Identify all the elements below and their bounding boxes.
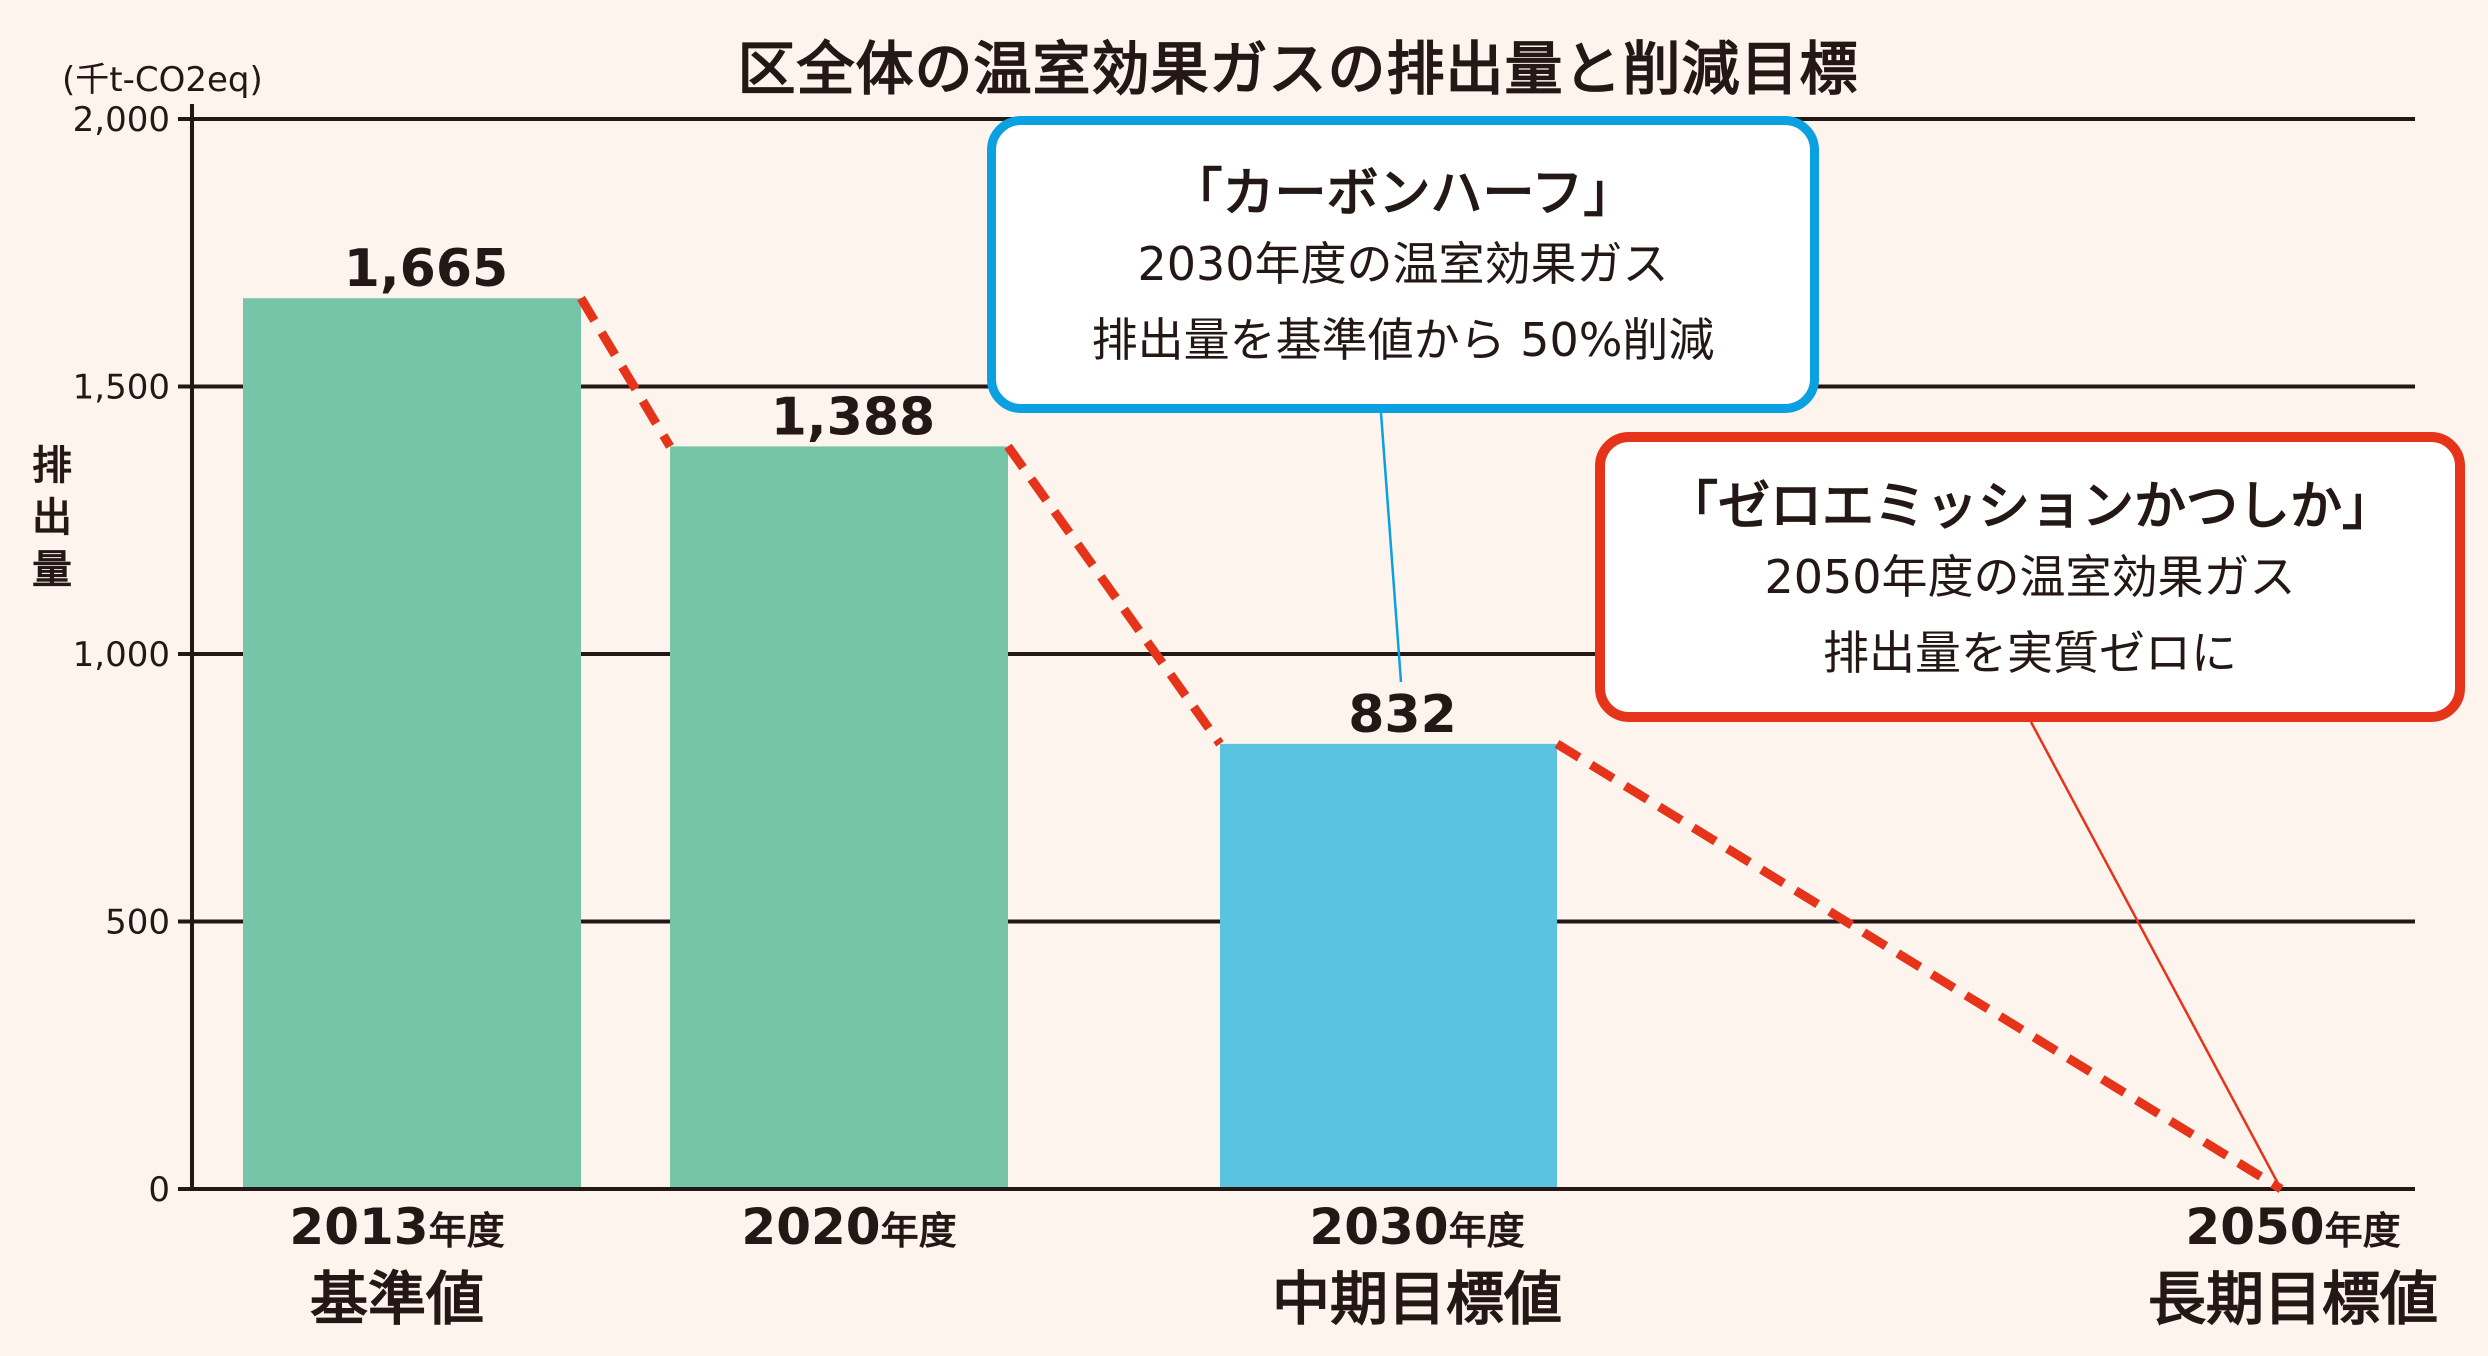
- x-label-sub: 中期目標値: [1271, 1265, 1563, 1333]
- y-tick-label: 2,000: [73, 100, 170, 140]
- data-label: 1,665: [344, 239, 508, 299]
- y-axis-label-char: 出: [32, 495, 72, 541]
- y-axis-label-char: 排: [32, 443, 72, 489]
- bar-2013: [243, 298, 581, 1190]
- callout-title: 「ゼロエミッションかつしか」: [1665, 477, 2394, 537]
- y-tick-label: 1,000: [73, 635, 170, 675]
- y-axis-label: 排出量: [30, 440, 74, 596]
- x-label-2050: 2050年度 長期目標値: [2148, 1198, 2438, 1336]
- unit-label: (千t-CO2eq): [62, 60, 263, 100]
- x-label-suffix: 年度: [880, 1209, 957, 1253]
- callout-zero-emission: 「ゼロエミッションかつしか」 2050年度の温室効果ガス 排出量を実質ゼロに: [1595, 432, 2465, 722]
- y-axis-label-text: 排出量: [30, 440, 74, 596]
- x-label-2020: 2020年度: [741, 1198, 956, 1256]
- data-label: 832: [1348, 685, 1457, 745]
- x-label-year: 2020: [741, 1198, 881, 1256]
- y-axis-label-char: 量: [32, 547, 72, 593]
- x-label-year: 2050: [2185, 1198, 2325, 1256]
- x-label-year: 2013: [289, 1198, 429, 1256]
- callout-carbon-half: 「カーボンハーフ」 2030年度の温室効果ガス 排出量を基準値から 50%削減: [987, 116, 1819, 413]
- callout-line: 2030年度の温室効果ガス: [1137, 237, 1669, 291]
- y-tick-label: 1,500: [73, 368, 170, 408]
- chart-title: 区全体の温室効果ガスの排出量と削減目標: [737, 35, 1859, 103]
- bar-2030: [1220, 743, 1557, 1189]
- x-label-suffix: 年度: [428, 1209, 505, 1253]
- trend-line-segment: [1554, 740, 2284, 1193]
- x-label-suffix: 年度: [1448, 1209, 1525, 1253]
- trend-line-segment: [1004, 443, 1224, 747]
- callout-line: 排出量を実質ゼロに: [1823, 626, 2237, 680]
- x-label-sub: 基準値: [309, 1265, 484, 1333]
- x-label-2030: 2030年度 中期目標値: [1272, 1198, 1562, 1336]
- y-tick-label: 500: [105, 903, 170, 943]
- callout-line: 排出量を基準値から 50%削減: [1091, 313, 1715, 367]
- trend-line-segment: [577, 295, 674, 449]
- callout-line: 2050年度の温室効果ガス: [1764, 550, 2296, 604]
- bar-2020: [670, 446, 1008, 1189]
- callout-connector-red: [2029, 721, 2283, 1190]
- y-tick-label: 0: [148, 1170, 170, 1210]
- callout-connector-blue: [1379, 412, 1403, 683]
- callout-title: 「カーボンハーフ」: [1170, 164, 1636, 224]
- data-label: 1,388: [771, 387, 935, 447]
- x-label-suffix: 年度: [2324, 1209, 2401, 1253]
- x-label-year: 2030: [1309, 1198, 1449, 1256]
- x-label-sub: 長期目標値: [2147, 1265, 2439, 1333]
- x-label-2013: 2013年度 基準値: [289, 1198, 504, 1336]
